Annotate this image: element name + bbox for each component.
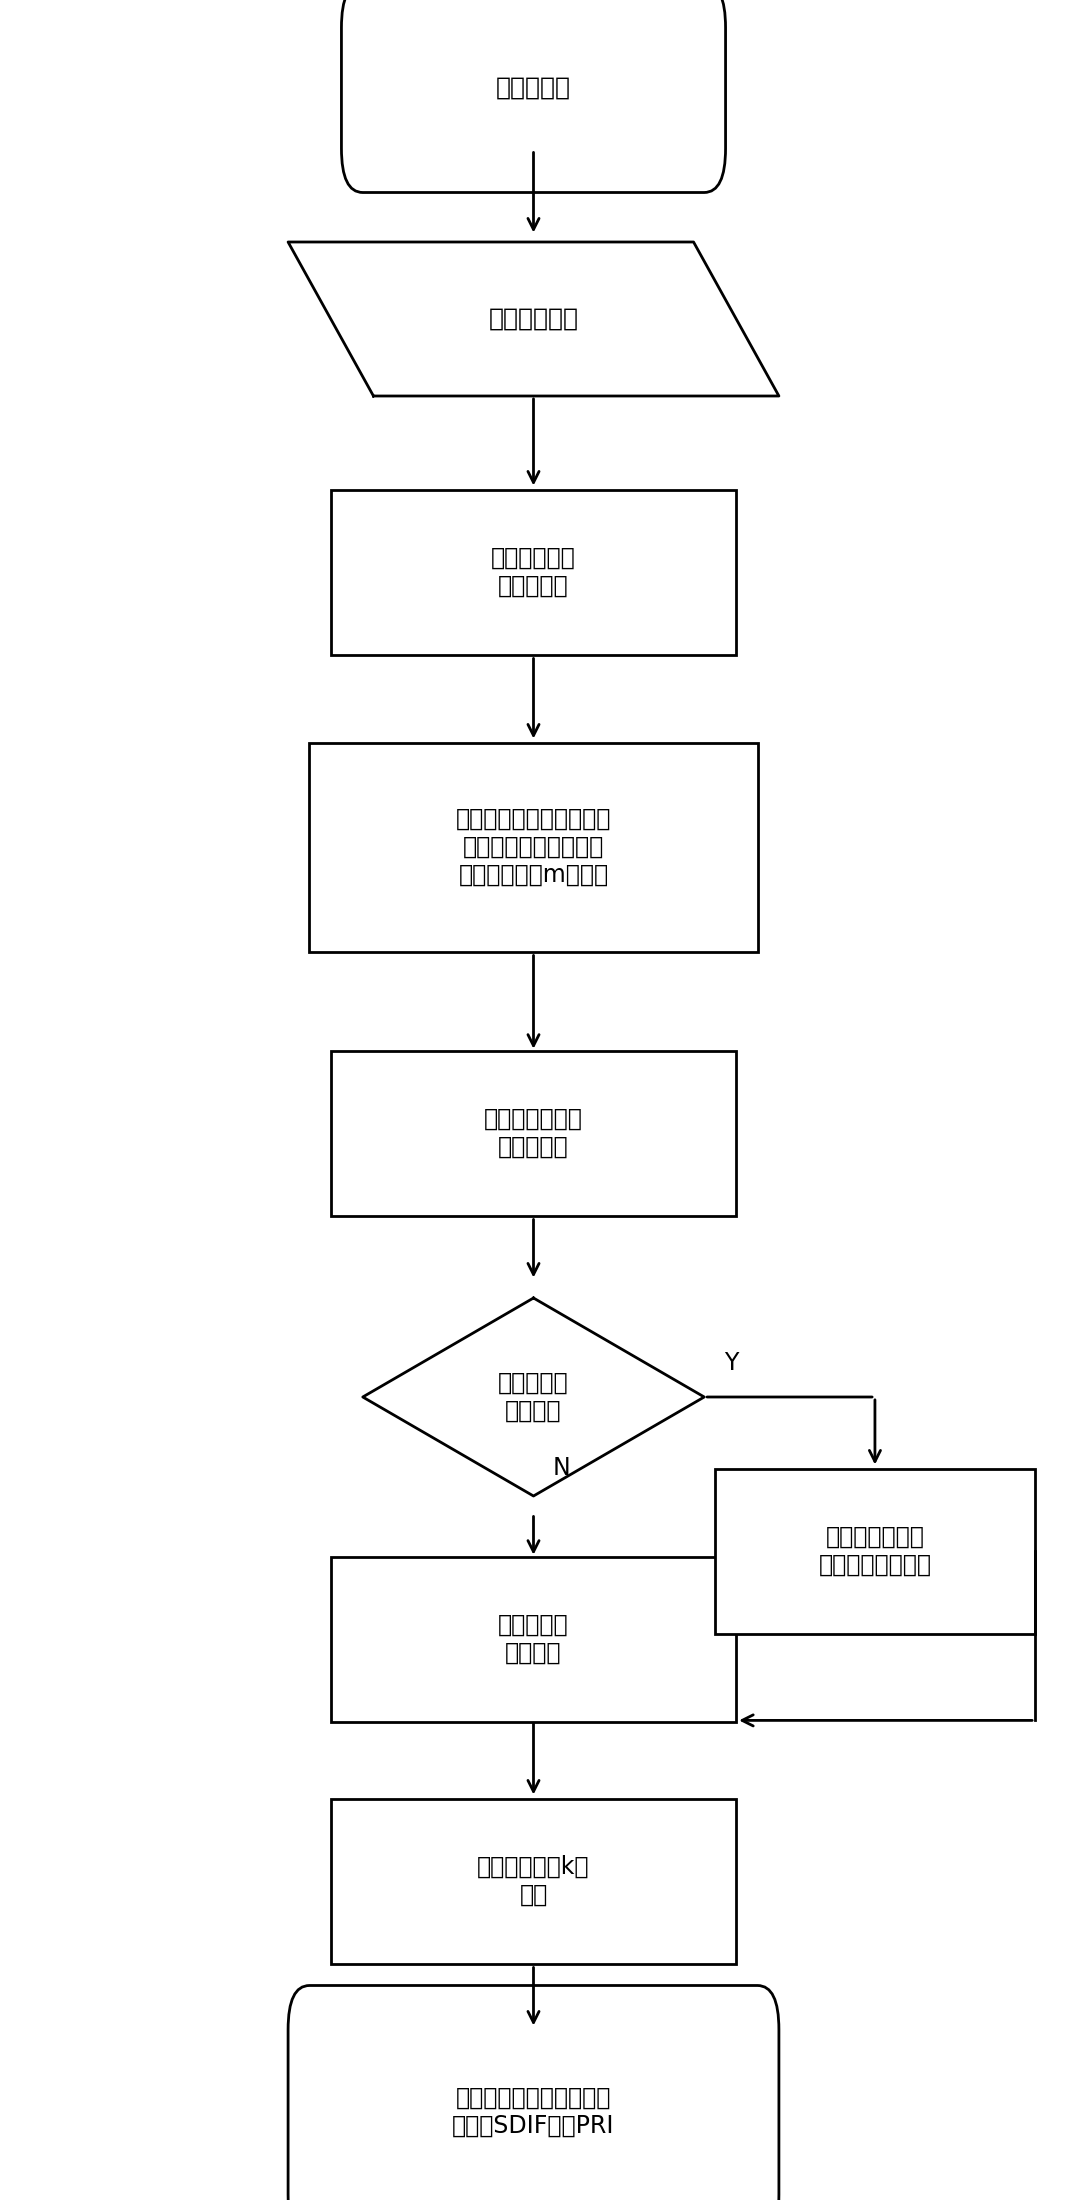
Text: 载频分析建立k个
数组: 载频分析建立k个 数组 — [477, 1855, 590, 1907]
Text: 判断捷变频
是否存在: 判断捷变频 是否存在 — [498, 1371, 569, 1423]
Polygon shape — [363, 1298, 704, 1496]
Bar — [331, 1052, 736, 1214]
Text: N: N — [553, 1456, 571, 1481]
Text: 取消捷变频
特定数组: 取消捷变频 特定数组 — [498, 1613, 569, 1665]
FancyBboxPatch shape — [288, 1984, 779, 2200]
Text: 原始脉冲序列: 原始脉冲序列 — [489, 308, 578, 330]
Bar — [309, 744, 758, 950]
Text: 将捷变频预分组
结果存入特定数组: 将捷变频预分组 结果存入特定数组 — [818, 1525, 931, 1577]
FancyBboxPatch shape — [341, 0, 726, 194]
Bar — [331, 491, 736, 656]
Text: 在各数组内建立
载频直方图: 在各数组内建立 载频直方图 — [484, 1107, 583, 1159]
Text: 对当前每个簇下的脉冲序
列进行SDIF估计PRI: 对当前每个簇下的脉冲序 列进行SDIF估计PRI — [452, 2086, 615, 2138]
Text: 预分选开始: 预分选开始 — [496, 77, 571, 99]
Bar — [331, 1800, 736, 1965]
Text: 对当前簇下的脉冲序列进
行脉宽、到达角度等参
数分析并形成m个数组: 对当前簇下的脉冲序列进 行脉宽、到达角度等参 数分析并形成m个数组 — [456, 807, 611, 887]
Bar — [331, 1558, 736, 1720]
Bar — [715, 1470, 1035, 1632]
Polygon shape — [288, 242, 779, 396]
Text: 参数分析去除
信号孤立点: 参数分析去除 信号孤立点 — [491, 546, 576, 598]
Text: Y: Y — [723, 1351, 738, 1375]
